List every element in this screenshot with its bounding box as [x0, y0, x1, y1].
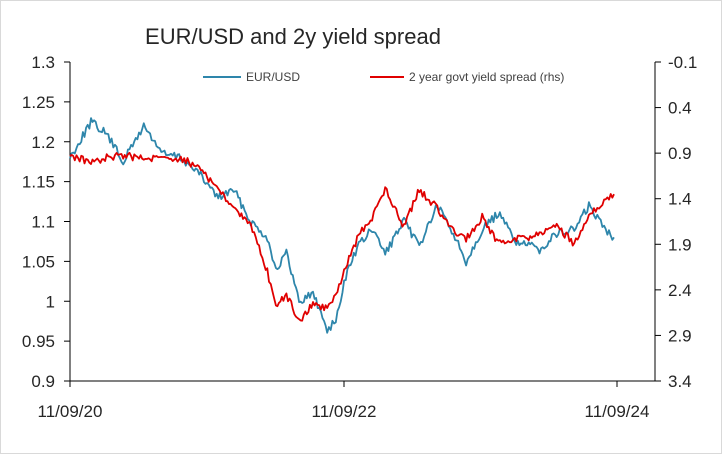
left-axis-ticks: 1.3 1.25 1.2 1.15 1.1 1.05 1 0.95 0.9 — [22, 53, 70, 391]
chart-title: EUR/USD and 2y yield spread — [145, 24, 441, 49]
left-tick-label: 1.05 — [22, 252, 55, 271]
left-tick-label: 0.9 — [31, 372, 55, 391]
right-tick-label: -0.1 — [668, 53, 697, 72]
right-tick-label: 2.9 — [668, 326, 692, 345]
right-tick-label: 2.4 — [668, 281, 692, 300]
right-tick-label: 0.4 — [668, 99, 692, 118]
x-tick-label: 11/09/20 — [38, 402, 103, 421]
left-tick-label: 1 — [46, 292, 55, 311]
x-axis-ticks: 11/09/20 11/09/22 11/09/24 — [38, 381, 650, 421]
left-tick-label: 1.2 — [31, 133, 55, 152]
left-tick-label: 0.95 — [22, 332, 55, 351]
series-layer — [69, 117, 615, 334]
right-tick-label: 1.9 — [668, 235, 692, 254]
x-tick-label: 11/09/22 — [312, 402, 377, 421]
left-tick-label: 1.15 — [22, 173, 55, 192]
right-axis-ticks: -0.1 0.4 0.9 1.4 1.9 2.4 2.9 3.4 — [655, 53, 697, 391]
left-tick-label: 1.25 — [22, 93, 55, 112]
x-tick-label: 11/09/24 — [585, 402, 650, 421]
right-tick-label: 0.9 — [668, 144, 692, 163]
series-line-eurusd — [69, 117, 615, 334]
legend: EUR/USD 2 year govt yield spread (rhs) — [203, 70, 564, 84]
series-line-yield-spread — [69, 151, 615, 322]
right-tick-label: 1.4 — [668, 190, 692, 209]
right-tick-label: 3.4 — [668, 372, 692, 391]
left-tick-label: 1.3 — [31, 53, 55, 72]
legend-label-eurusd: EUR/USD — [246, 70, 300, 84]
left-tick-label: 1.1 — [31, 213, 55, 232]
legend-label-spread: 2 year govt yield spread (rhs) — [409, 70, 564, 84]
